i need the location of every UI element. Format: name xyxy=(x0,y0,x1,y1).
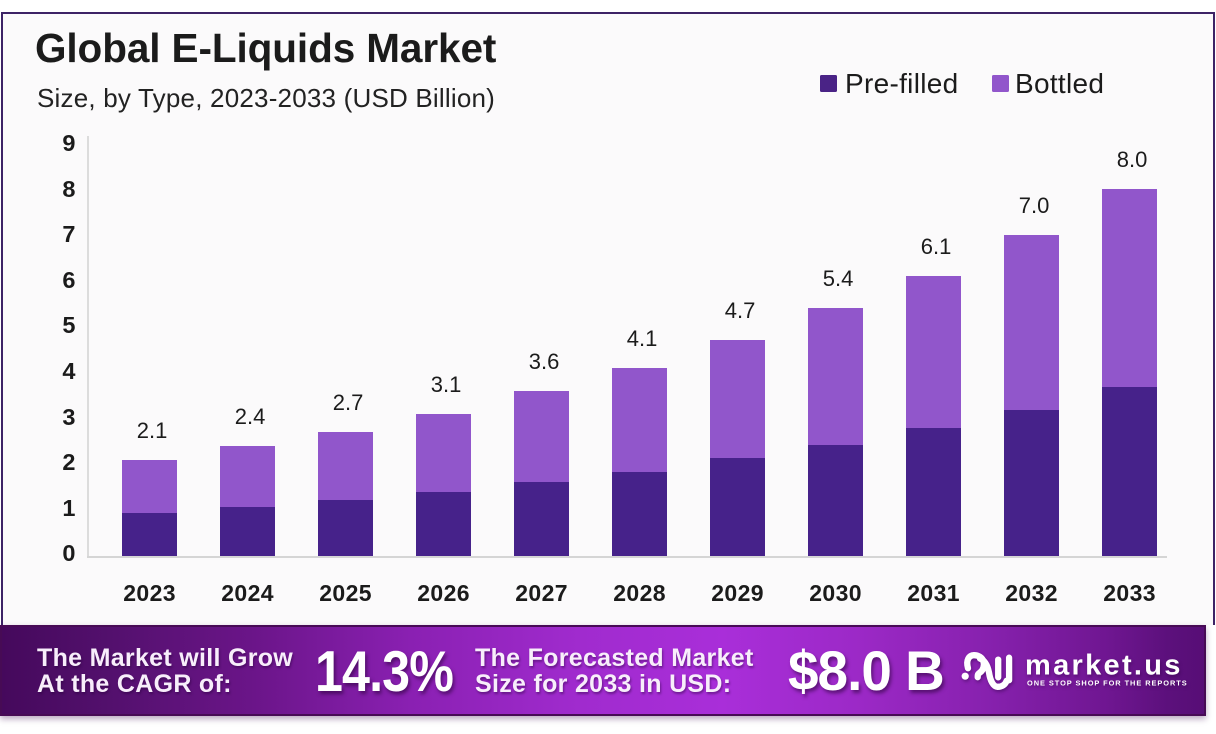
svg-text:ONE STOP SHOP FOR THE REPORTS: ONE STOP SHOP FOR THE REPORTS xyxy=(1027,679,1188,688)
svg-text:market.us: market.us xyxy=(1025,650,1183,682)
